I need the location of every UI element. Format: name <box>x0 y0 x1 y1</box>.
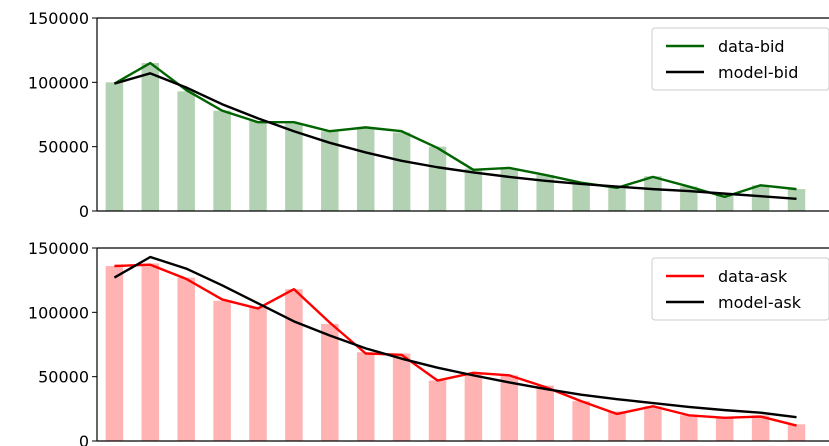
bar <box>680 186 698 211</box>
bar <box>321 323 339 441</box>
y-tick-label: 100000 <box>28 73 89 92</box>
bar <box>500 375 519 441</box>
bar <box>285 123 303 211</box>
bar <box>392 132 411 211</box>
bar <box>644 176 662 211</box>
bar <box>608 187 626 211</box>
legend-label: model-ask <box>718 293 802 312</box>
bar <box>177 277 195 441</box>
y-tick-label: 0 <box>79 202 89 221</box>
legend-label: model-bid <box>718 63 798 82</box>
bar <box>356 352 375 441</box>
legend-box <box>651 257 829 321</box>
chart-panel-1: 0 50000 100000 150000 data-bid model-bid <box>28 9 829 221</box>
bar <box>105 266 124 441</box>
bar <box>608 411 626 441</box>
bar <box>572 401 590 441</box>
chart-panels: 0 50000 100000 150000 data-bid model-bid 0 5000… <box>28 9 829 446</box>
series-line-model-ask <box>113 255 797 419</box>
bar <box>536 385 554 441</box>
y-tick-label: 100000 <box>28 303 89 322</box>
legend-box <box>651 27 829 91</box>
bar <box>680 415 698 441</box>
y-tick-label: 50000 <box>38 138 89 157</box>
bar <box>285 289 303 441</box>
bar <box>105 82 124 211</box>
bar <box>536 174 554 211</box>
bar <box>321 131 339 211</box>
bar <box>500 168 519 211</box>
legend-label: data-bid <box>718 37 785 56</box>
bar <box>249 120 267 211</box>
y-tick-label: 150000 <box>28 239 89 258</box>
bar <box>572 182 590 211</box>
bar <box>428 380 447 441</box>
bar <box>141 263 160 441</box>
bar <box>644 406 662 441</box>
chart-panel-2: 0 50000 100000 150000 data-ask model-ask <box>28 239 829 446</box>
bar <box>751 185 770 211</box>
legend-label: data-ask <box>718 267 788 286</box>
legend: data-bid model-bid <box>651 27 829 91</box>
bar <box>787 189 806 211</box>
bar <box>213 110 231 211</box>
bar <box>715 417 734 441</box>
y-tick-label: 0 <box>79 432 89 446</box>
y-tick-label: 150000 <box>28 9 89 28</box>
bar <box>715 194 734 211</box>
bar <box>464 374 483 441</box>
bar <box>464 168 483 211</box>
bar <box>392 353 411 441</box>
bar <box>356 128 375 211</box>
bar <box>249 307 267 441</box>
bar <box>787 424 806 441</box>
bar <box>213 300 231 441</box>
bar <box>428 146 447 211</box>
series-line-model-bid <box>114 72 797 200</box>
y-tick-label: 50000 <box>38 368 89 387</box>
series-line-data-ask <box>114 263 797 427</box>
bar <box>751 415 770 441</box>
bar <box>177 91 195 211</box>
series-line-data-bid <box>113 61 797 199</box>
bar <box>141 63 160 211</box>
legend: data-ask model-ask <box>651 257 829 321</box>
